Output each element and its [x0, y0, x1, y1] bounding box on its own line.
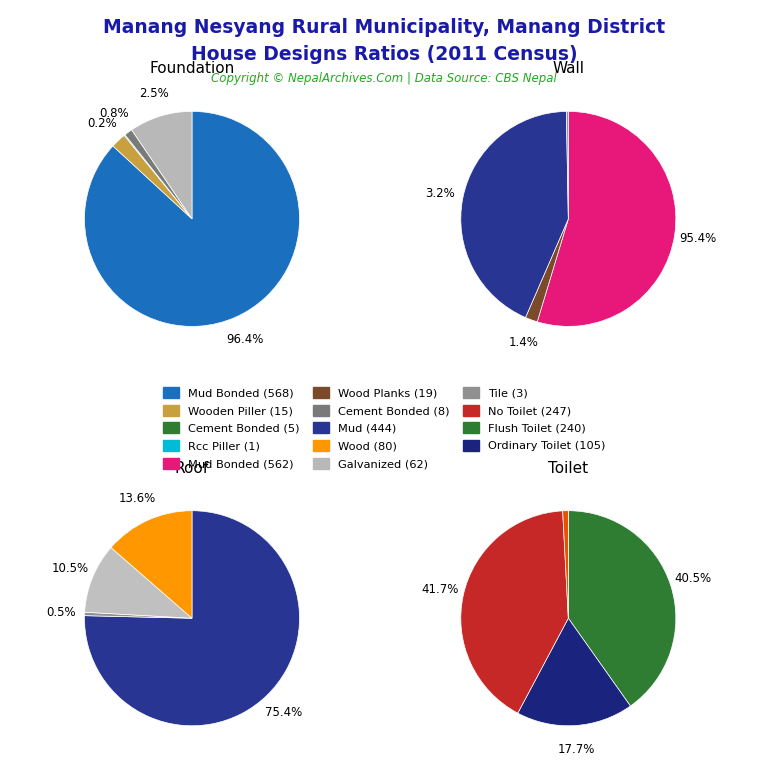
- Text: 75.4%: 75.4%: [265, 706, 303, 719]
- Wedge shape: [131, 111, 192, 219]
- Wedge shape: [563, 511, 568, 618]
- Text: 0.8%: 0.8%: [100, 107, 129, 120]
- Wedge shape: [566, 111, 568, 219]
- Title: Toilet: Toilet: [548, 461, 588, 475]
- Wedge shape: [113, 135, 192, 219]
- Wedge shape: [84, 548, 192, 618]
- Text: 0.2%: 0.2%: [88, 117, 117, 130]
- Wedge shape: [461, 111, 568, 317]
- Text: 96.4%: 96.4%: [226, 333, 263, 346]
- Title: Roof: Roof: [175, 461, 209, 475]
- Wedge shape: [84, 511, 300, 726]
- Wedge shape: [124, 134, 192, 219]
- Text: House Designs Ratios (2011 Census): House Designs Ratios (2011 Census): [190, 45, 578, 64]
- Wedge shape: [84, 111, 300, 326]
- Text: 40.5%: 40.5%: [675, 572, 712, 585]
- Wedge shape: [461, 511, 568, 713]
- Legend: Mud Bonded (568), Wooden Piller (15), Cement Bonded (5), Rcc Piller (1), Mud Bon: Mud Bonded (568), Wooden Piller (15), Ce…: [163, 387, 605, 469]
- Text: 1.4%: 1.4%: [508, 336, 538, 349]
- Text: Copyright © NepalArchives.Com | Data Source: CBS Nepal: Copyright © NepalArchives.Com | Data Sou…: [211, 72, 557, 85]
- Text: 10.5%: 10.5%: [52, 562, 89, 575]
- Wedge shape: [125, 130, 192, 219]
- Title: Wall: Wall: [552, 61, 584, 76]
- Wedge shape: [111, 511, 192, 618]
- Text: 0.5%: 0.5%: [46, 607, 76, 620]
- Text: 17.7%: 17.7%: [558, 743, 595, 756]
- Text: 2.5%: 2.5%: [139, 87, 168, 100]
- Text: 41.7%: 41.7%: [422, 584, 459, 596]
- Wedge shape: [538, 111, 676, 326]
- Wedge shape: [568, 511, 676, 706]
- Wedge shape: [525, 219, 568, 322]
- Wedge shape: [518, 618, 631, 726]
- Text: Manang Nesyang Rural Municipality, Manang District: Manang Nesyang Rural Municipality, Manan…: [103, 18, 665, 38]
- Text: 95.4%: 95.4%: [680, 232, 717, 244]
- Text: 3.2%: 3.2%: [425, 187, 455, 200]
- Text: 13.6%: 13.6%: [119, 492, 157, 505]
- Title: Foundation: Foundation: [149, 61, 235, 76]
- Wedge shape: [84, 612, 192, 618]
